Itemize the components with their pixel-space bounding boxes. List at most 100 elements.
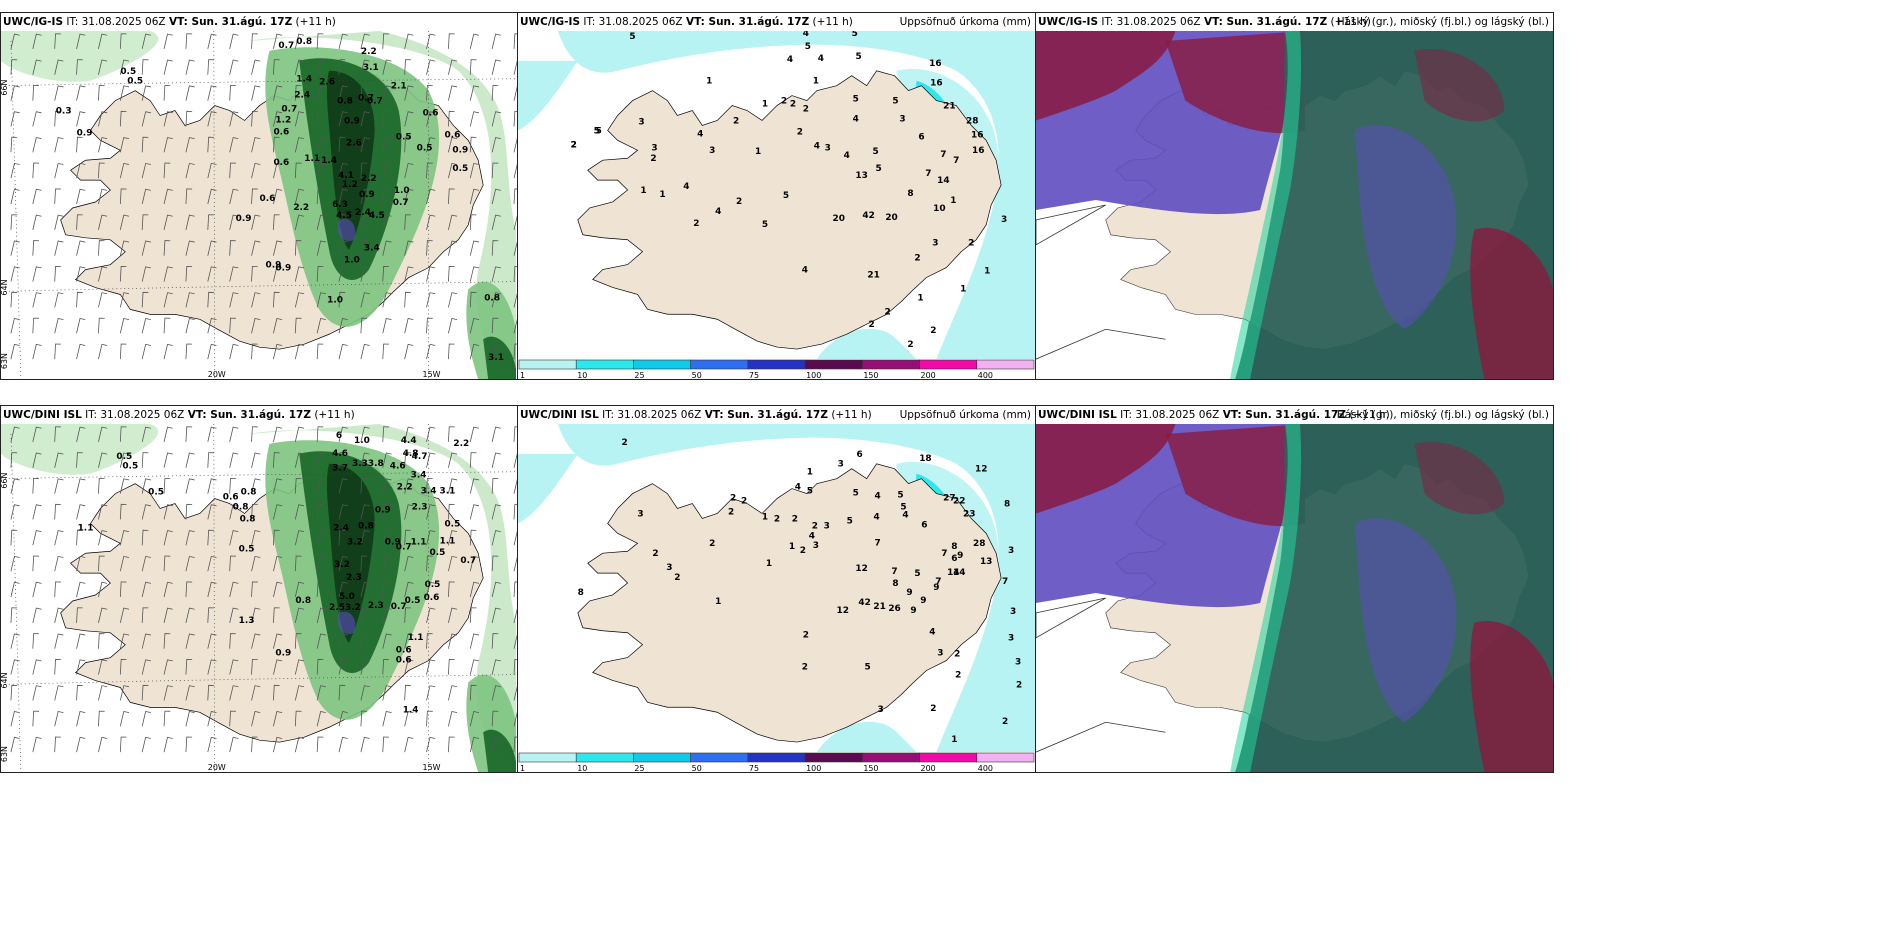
wind-barb <box>119 555 130 572</box>
wind-barb <box>316 59 326 75</box>
legend-swatch <box>919 752 978 763</box>
wind-barb <box>382 33 389 49</box>
value-label: 2 <box>797 127 803 137</box>
wind-barb <box>382 162 392 179</box>
wind-barb <box>141 111 151 127</box>
wind-barb <box>513 266 517 282</box>
value-label: 4 <box>809 531 815 541</box>
value-label: 2.3 <box>412 503 428 513</box>
wind-barb <box>513 530 517 546</box>
value-label: 0.9 <box>375 505 391 515</box>
wind-barb <box>207 266 217 282</box>
wind-barb <box>469 607 477 623</box>
wind-barb <box>98 111 108 127</box>
wind-barb <box>10 736 20 753</box>
wind-barb <box>448 736 455 753</box>
wind-barb <box>513 711 517 727</box>
wind-barb <box>251 240 261 256</box>
value-label: 5 <box>856 52 862 62</box>
wind-barb <box>54 33 61 49</box>
value-label: 0.9 <box>265 261 281 271</box>
wind-barb <box>469 162 480 179</box>
value-label: 4.5 <box>336 211 352 221</box>
wind-barb <box>32 478 40 494</box>
value-label: 2.2 <box>293 203 309 213</box>
value-label: 28 <box>966 116 978 126</box>
wind-barb <box>360 426 370 442</box>
wind-barb <box>316 581 324 598</box>
wind-barb <box>273 504 283 520</box>
value-label: 0.5 <box>120 67 136 77</box>
value-label: 0.9 <box>452 145 468 155</box>
value-label: 1 <box>755 147 761 157</box>
value-label: 2 <box>812 521 818 531</box>
wind-barb <box>426 710 433 727</box>
wind-barb <box>98 266 108 282</box>
wind-barb <box>338 529 346 546</box>
wind-barb <box>163 710 171 727</box>
wind-barb <box>360 530 370 546</box>
wind-barb <box>54 188 61 205</box>
wind-barb <box>360 736 370 753</box>
wind-barb <box>273 659 283 675</box>
value-label: 7 <box>1002 577 1008 587</box>
wind-barb <box>469 426 480 442</box>
wind-barb <box>294 266 305 282</box>
value-label: 5 <box>914 569 920 579</box>
wind-barb <box>426 607 436 623</box>
wind-barb <box>251 426 258 442</box>
wind-barb <box>513 659 517 675</box>
wind-barb <box>404 59 411 75</box>
wind-barb <box>163 607 173 623</box>
value-label: 0.8 <box>233 503 249 513</box>
wind-barb <box>404 266 414 282</box>
wind-barb <box>294 633 302 649</box>
value-label: 4 <box>683 182 689 192</box>
value-label: 1.3 <box>239 616 255 626</box>
wind-barb <box>316 343 324 360</box>
wind-barb <box>54 478 64 494</box>
value-label: 2 <box>571 140 577 150</box>
legend-swatch <box>633 752 691 763</box>
value-label: 0.6 <box>273 127 289 137</box>
wind-barb <box>98 504 108 520</box>
wind-barb <box>338 59 346 75</box>
value-label: 5 <box>852 31 858 39</box>
wind-barb <box>513 137 517 153</box>
wind-barb <box>448 266 455 282</box>
value-label: 3.4 <box>421 487 437 497</box>
wind-barb <box>251 110 258 127</box>
wind-barb <box>54 240 64 256</box>
wind-barb <box>338 214 346 230</box>
wind-barb <box>185 452 195 468</box>
legend-label: 75 <box>749 764 759 772</box>
value-label: 2 <box>790 100 796 110</box>
wind-barb <box>382 478 392 494</box>
wind-barb <box>513 452 517 468</box>
value-label: 2 <box>930 326 936 336</box>
precip-blob <box>1 424 159 475</box>
wind-barb <box>141 633 151 649</box>
value-label: 2 <box>1016 680 1022 690</box>
precip-blob <box>326 463 375 643</box>
value-label: 1.2 <box>275 115 291 125</box>
wind-barb <box>76 291 83 308</box>
value-label: 18 <box>919 454 931 464</box>
wind-barb <box>382 452 392 468</box>
value-label: 20 <box>885 213 897 223</box>
value-label: 2 <box>914 254 920 264</box>
wind-barb <box>273 426 283 442</box>
wind-barb <box>273 736 283 753</box>
wind-barb <box>491 581 501 598</box>
wind-barb <box>119 188 127 205</box>
wind-barb <box>316 607 326 623</box>
legend-label: 100 <box>806 371 821 379</box>
wind-barb <box>163 343 173 360</box>
wind-barb <box>404 214 411 230</box>
wind-barb <box>98 162 105 179</box>
wind-barb <box>141 426 151 442</box>
wind-barb <box>426 530 436 546</box>
wind-barb <box>273 266 283 282</box>
value-label: 13 <box>855 171 867 181</box>
wind-barb <box>207 633 217 649</box>
